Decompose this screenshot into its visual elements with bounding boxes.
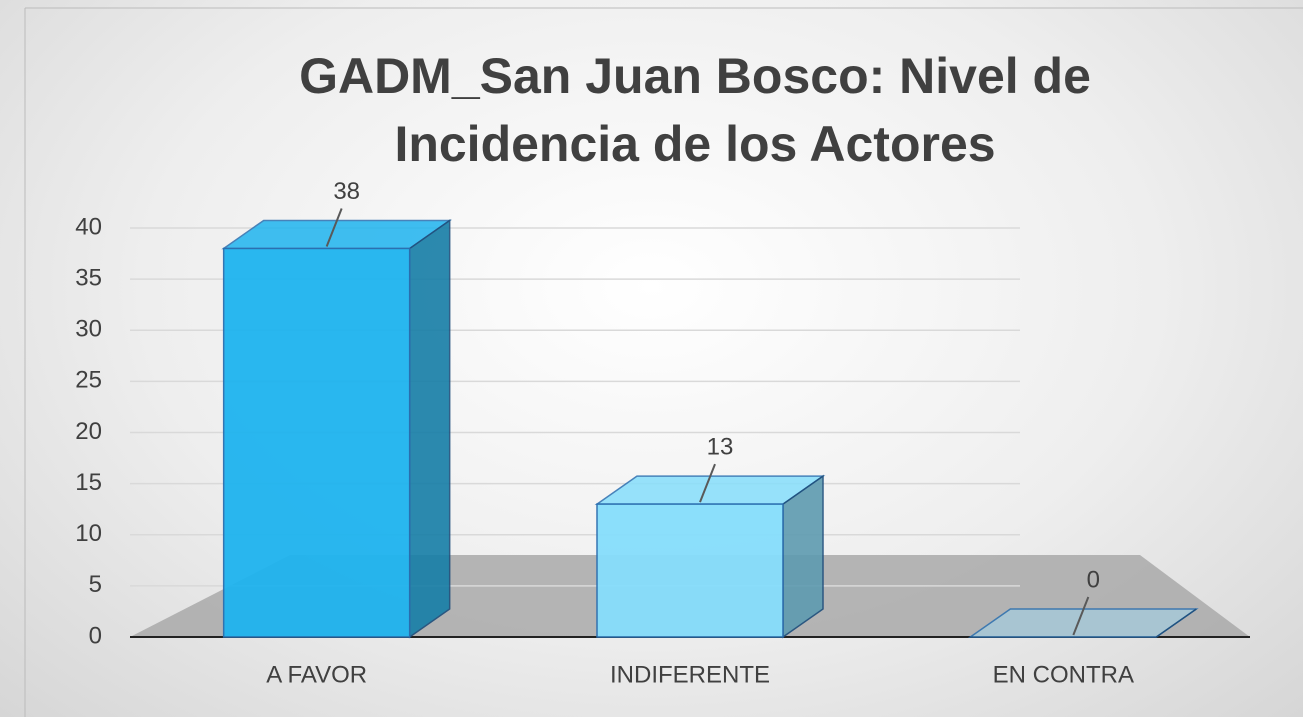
bar-side	[782, 474, 824, 639]
data-label: 0	[1087, 566, 1100, 593]
x-tick-label: EN CONTRA	[993, 661, 1134, 688]
bar-side	[1155, 608, 1197, 638]
bar	[222, 247, 411, 638]
y-tick-label: 40	[75, 213, 102, 240]
y-tick-label: 30	[75, 316, 102, 343]
data-label: 13	[707, 433, 734, 460]
bar-side	[408, 219, 451, 639]
x-tick-label: INDIFERENTE	[610, 661, 770, 688]
leader-line	[1072, 596, 1090, 636]
leader-line	[699, 463, 716, 503]
y-tick-label: 25	[75, 367, 102, 394]
y-tick-label: 0	[89, 622, 102, 649]
leader-line	[325, 208, 343, 247]
bar	[596, 503, 784, 638]
x-tick-label: A FAVOR	[266, 661, 367, 688]
y-tick-label: 20	[75, 418, 102, 445]
y-tick-label: 35	[75, 264, 102, 291]
chart-title: GADM_San Juan Bosco: Nivel de Incidencia…	[299, 48, 1091, 172]
y-tick-label: 5	[89, 571, 102, 598]
y-tick-label: 10	[75, 520, 102, 547]
data-label: 38	[333, 178, 360, 205]
y-tick-label: 15	[75, 469, 102, 496]
